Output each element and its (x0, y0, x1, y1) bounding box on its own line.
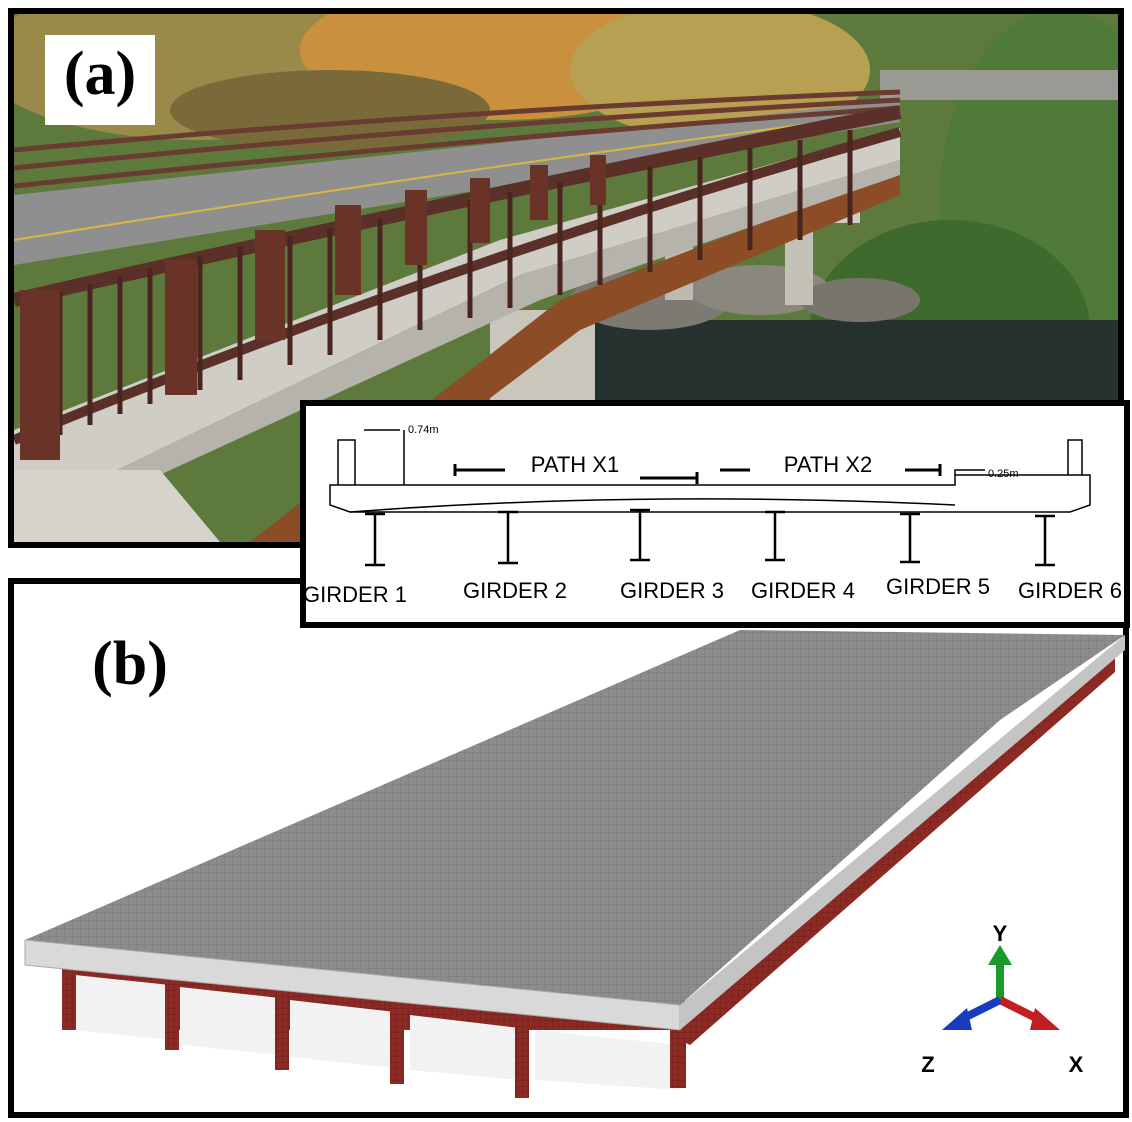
axis-label: X (1069, 1052, 1084, 1077)
bridge-photo-part-part (405, 190, 427, 265)
path-label: PATH X2 (784, 452, 872, 477)
bridge-photo-part-part (470, 178, 490, 243)
fe-model-part-part (165, 975, 179, 1050)
girder-label: GIRDER 1 (303, 582, 407, 607)
girder-label: GIRDER 2 (463, 578, 567, 603)
bridge-photo-part-part (530, 165, 548, 220)
girder-label: GIRDER 6 (1018, 578, 1122, 603)
fe-model-part-part (290, 1000, 395, 1068)
bridge-photo-part-part (165, 260, 197, 395)
bridge-photo-part-part (335, 205, 361, 295)
bridge-photo-part-part (255, 230, 285, 340)
girder-label: GIRDER 4 (751, 578, 855, 603)
path-label: PATH X1 (531, 452, 619, 477)
fe-model-part-part (390, 1002, 404, 1084)
bridge-photo-part (880, 70, 1118, 100)
girder-label: GIRDER 3 (620, 578, 724, 603)
bridge-photo-part-part (20, 290, 60, 460)
panel-label: (b) (92, 630, 168, 698)
bridge-photo-part (800, 278, 920, 322)
fe-model-part-part (275, 988, 289, 1070)
girder-label: GIRDER 5 (886, 574, 990, 599)
fe-model-part-part (515, 1016, 529, 1098)
axis-label: Y (993, 921, 1008, 946)
dimension-label: 0.74m (408, 424, 439, 436)
bridge-photo-part-part (590, 155, 606, 205)
fe-model-part-part (670, 1030, 686, 1088)
fe-model-part-part (75, 975, 170, 1040)
dimension-label: 0.25m (988, 468, 1019, 480)
fe-model-part-part (180, 987, 280, 1055)
fe-model-part-part (62, 965, 76, 1030)
panel-label: (a) (64, 40, 136, 108)
figure: (a) (b) Y Z X (0, 0, 1132, 1122)
axis-label: Z (921, 1052, 934, 1077)
